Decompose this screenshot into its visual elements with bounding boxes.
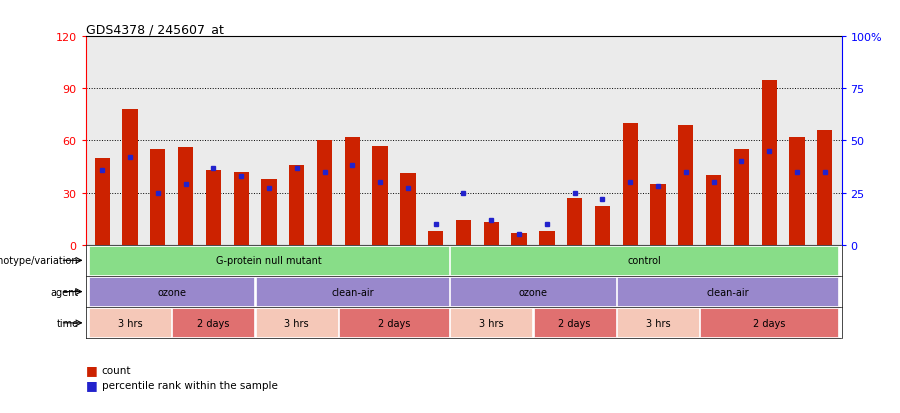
Bar <box>456 221 471 245</box>
Bar <box>817 131 833 245</box>
Bar <box>616 278 838 306</box>
Bar <box>679 126 694 245</box>
Bar <box>256 278 449 306</box>
Text: agent: agent <box>50 287 78 297</box>
Text: clean-air: clean-air <box>331 287 374 297</box>
Bar <box>450 309 533 337</box>
Bar <box>651 185 666 245</box>
Bar <box>428 231 444 245</box>
Text: ■: ■ <box>86 378 97 392</box>
Text: clean-air: clean-air <box>706 287 749 297</box>
Text: 3 hrs: 3 hrs <box>118 318 142 328</box>
Text: 3 hrs: 3 hrs <box>479 318 504 328</box>
Bar <box>233 172 248 245</box>
Text: ozone: ozone <box>518 287 547 297</box>
Bar <box>511 233 526 245</box>
Bar <box>567 198 582 245</box>
Text: GDS4378 / 245607_at: GDS4378 / 245607_at <box>86 23 223 36</box>
Bar <box>206 171 221 245</box>
Text: 2 days: 2 days <box>559 318 591 328</box>
Text: G-protein null mutant: G-protein null mutant <box>216 256 322 266</box>
Bar <box>122 110 138 245</box>
Bar <box>373 146 388 245</box>
Text: time: time <box>57 318 78 328</box>
Bar <box>789 138 805 245</box>
Text: 2 days: 2 days <box>753 318 786 328</box>
Bar <box>172 309 255 337</box>
Bar <box>345 138 360 245</box>
Bar <box>700 309 838 337</box>
Bar <box>539 231 554 245</box>
Bar <box>89 246 449 275</box>
Text: ■: ■ <box>86 363 97 376</box>
Text: 3 hrs: 3 hrs <box>645 318 670 328</box>
Bar <box>616 309 699 337</box>
Bar <box>89 309 171 337</box>
Bar <box>450 278 616 306</box>
Text: 3 hrs: 3 hrs <box>284 318 309 328</box>
Bar <box>178 148 194 245</box>
Text: ozone: ozone <box>158 287 186 297</box>
Text: percentile rank within the sample: percentile rank within the sample <box>102 380 277 390</box>
Bar <box>595 207 610 245</box>
Bar <box>89 278 255 306</box>
Bar <box>94 159 110 245</box>
Bar <box>706 176 721 245</box>
Text: genotype/variation: genotype/variation <box>0 256 78 266</box>
Bar <box>150 150 166 245</box>
Bar <box>339 309 449 337</box>
Bar <box>761 81 777 245</box>
Text: 2 days: 2 days <box>197 318 230 328</box>
Text: control: control <box>627 256 661 266</box>
Bar <box>534 309 616 337</box>
Bar <box>400 174 416 245</box>
Text: count: count <box>102 365 131 375</box>
Bar <box>256 309 338 337</box>
Bar <box>623 124 638 245</box>
Bar <box>289 165 304 245</box>
Text: 2 days: 2 days <box>378 318 410 328</box>
Bar <box>734 150 749 245</box>
Bar <box>483 223 499 245</box>
Bar <box>317 141 332 245</box>
Bar <box>450 246 838 275</box>
Bar <box>261 179 276 245</box>
